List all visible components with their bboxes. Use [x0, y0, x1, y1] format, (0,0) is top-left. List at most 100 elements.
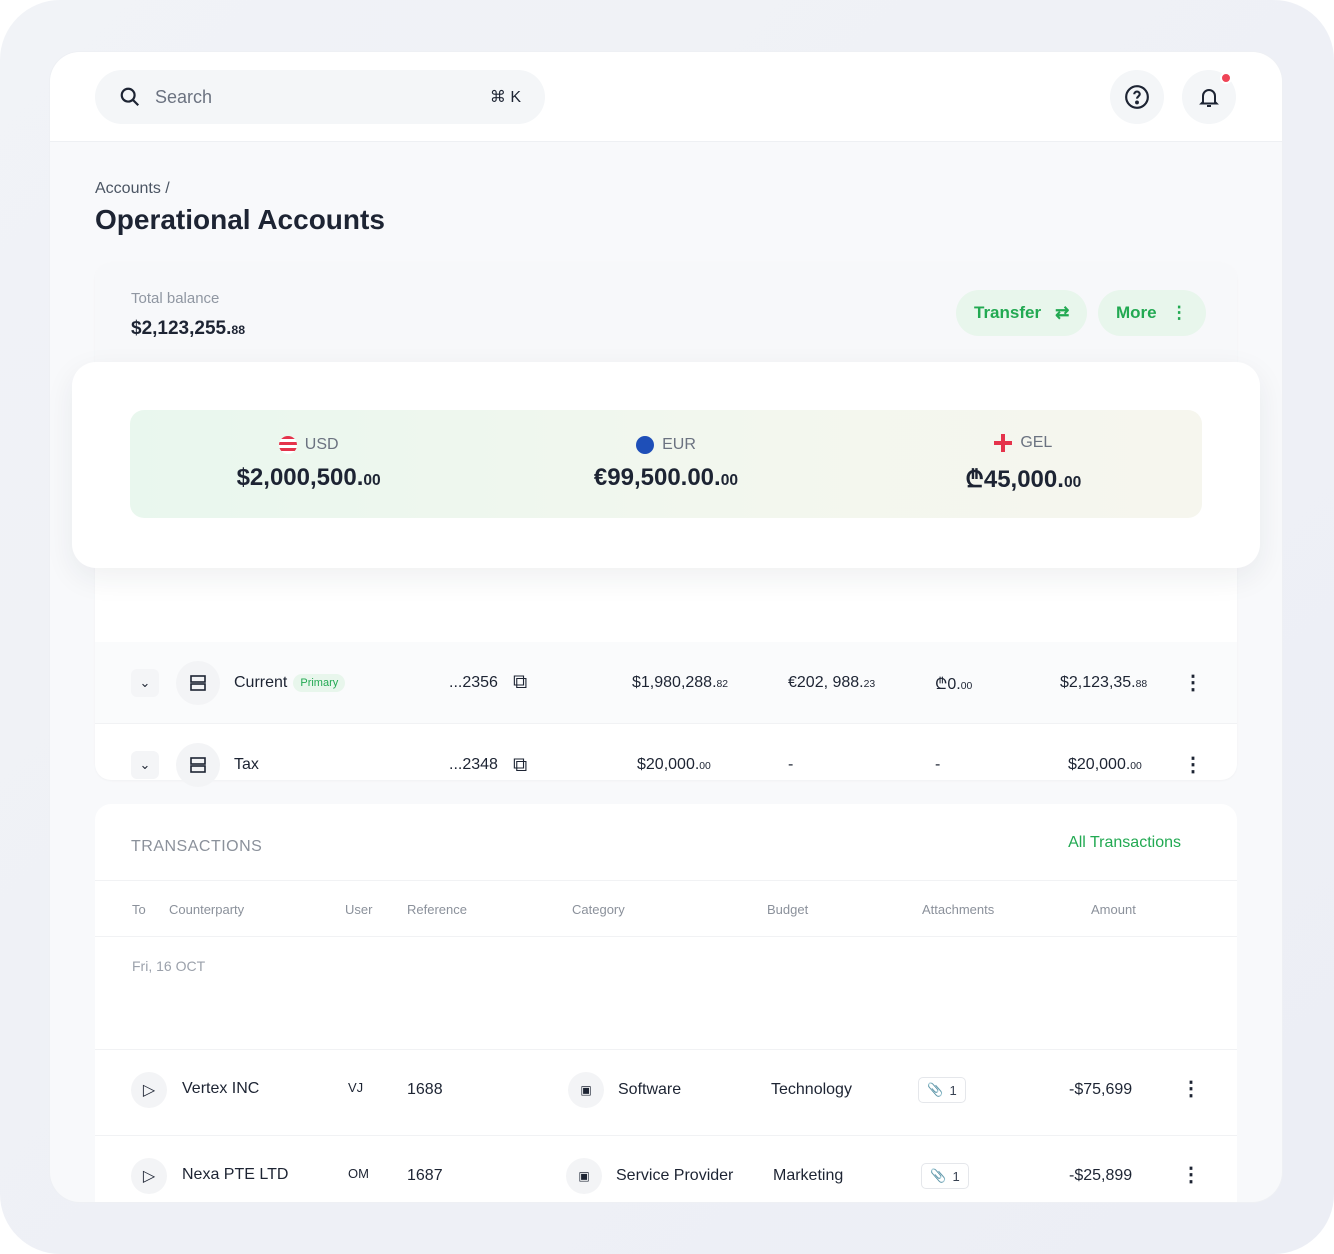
- category: Service Provider: [616, 1167, 734, 1184]
- usd-cents: 82: [716, 678, 729, 690]
- notifications-button[interactable]: [1182, 70, 1236, 124]
- total-balance: $2,123,35.88: [1060, 674, 1147, 692]
- account-row[interactable]: ⌄ Tax ...2348 ⧉ $20,000.00 - - $20,000.0…: [95, 724, 1237, 806]
- attachments-badge[interactable]: 📎 1: [921, 1163, 969, 1189]
- currency-cents: 00: [720, 472, 739, 489]
- search-shortcut: ⌘ K: [489, 89, 521, 106]
- all-transactions-link[interactable]: All Transactions: [1068, 834, 1181, 851]
- usd-balance: $20,000.00: [637, 756, 711, 774]
- balance-main: $2,123,255.: [131, 318, 232, 339]
- transfer-button[interactable]: Transfer ⇄: [956, 290, 1088, 336]
- bell-icon: [1199, 89, 1219, 107]
- total-balance: $20,000.00: [1068, 756, 1142, 774]
- chevron-down-icon[interactable]: ⌄: [131, 751, 159, 779]
- col-user: User: [345, 902, 373, 917]
- account-number: ...2356: [449, 673, 498, 691]
- help-button[interactable]: [1110, 70, 1164, 124]
- total-balance-value: $2,123,255.88: [131, 318, 245, 340]
- gel-balance: ₾0.00: [935, 672, 972, 694]
- total-cents: 00: [1130, 761, 1142, 772]
- balance-cents: 88: [231, 323, 246, 337]
- currency-gel: GEL ₾45,000.00: [845, 410, 1202, 518]
- usd-main: $20,000.: [637, 756, 700, 773]
- transactions-title: TRANSACTIONS: [131, 838, 263, 855]
- table-header: To Counterparty User Reference Category …: [95, 880, 1237, 937]
- category: Software: [618, 1081, 682, 1098]
- row-menu-icon[interactable]: ⋮: [1183, 671, 1203, 694]
- total-main: $20,000.: [1068, 756, 1131, 773]
- category-icon: ▣: [568, 1072, 604, 1108]
- transactions-card: TRANSACTIONS All Transactions To Counter…: [95, 804, 1237, 1202]
- more-button[interactable]: More ⋮: [1098, 290, 1206, 336]
- usd-cents: 00: [699, 761, 711, 772]
- total-cents: 88: [1135, 678, 1148, 690]
- reference: 1688: [407, 1081, 443, 1098]
- copy-icon[interactable]: ⧉: [513, 753, 528, 776]
- account-name: Tax: [234, 756, 259, 773]
- notification-dot: [1220, 72, 1232, 84]
- counterparty: Nexa PTE LTD: [182, 1166, 289, 1183]
- total-balance-label: Total balance: [131, 290, 220, 307]
- breadcrumb[interactable]: Accounts /: [95, 180, 170, 197]
- account-number: ...2348: [449, 756, 498, 773]
- row-menu-icon[interactable]: ⋮: [1183, 754, 1203, 776]
- chevron-down-icon[interactable]: ⌄: [131, 668, 159, 697]
- reference: 1687: [407, 1167, 443, 1184]
- row-menu-icon[interactable]: ⋮: [1181, 1164, 1201, 1186]
- attachments-badge[interactable]: 📎 1: [918, 1077, 966, 1103]
- currency-amount: ₾45,000.: [965, 465, 1064, 493]
- gel-cents: 00: [960, 680, 973, 692]
- eur-balance: -: [788, 756, 794, 773]
- attachment-count: 1: [949, 1082, 957, 1098]
- currency-eur: EUR €99,500.00.00: [487, 410, 844, 518]
- currency-summary-card: USD $2,000,500.00 EUR €99,500.00.00 GEL …: [72, 362, 1260, 568]
- account-name: Current Primary: [234, 673, 346, 692]
- search-bar[interactable]: ⌘ K: [95, 70, 545, 124]
- usd-balance: $1,980,288.82: [632, 674, 728, 692]
- currency-cents: 00: [1063, 473, 1082, 491]
- budget: Marketing: [773, 1167, 844, 1184]
- table-row[interactable]: ▷ Nexa PTE LTD OM 1687 ▣ Service Provide…: [95, 1135, 1237, 1202]
- table-row[interactable]: ▷ Vertex INC VJ 1688 ▣ Software Technolo…: [95, 1049, 1237, 1135]
- col-counterparty: Counterparty: [169, 902, 245, 917]
- page-title: Operational Accounts: [95, 204, 385, 235]
- copy-icon[interactable]: ⧉: [513, 671, 528, 693]
- user: OM: [348, 1166, 369, 1181]
- account-icon: [176, 660, 220, 705]
- transfer-arrows-icon: ⇄: [1055, 303, 1070, 322]
- accounts-card: Total balance $2,123,255.88 Transfer ⇄ Mo…: [95, 262, 1237, 787]
- more-label: More: [1116, 303, 1157, 322]
- more-vertical-icon: ⋮: [1170, 303, 1188, 322]
- counterparty: Vertex INC: [182, 1080, 260, 1097]
- eur-main: €202, 988.: [788, 673, 864, 691]
- col-amount: Amount: [1091, 902, 1136, 917]
- app-window: ⌘ K Accounts / Operational Accounts Tota…: [50, 52, 1282, 1202]
- col-attachments: Attachments: [922, 902, 995, 917]
- account-row[interactable]: ⌄ Current Primary ...2356 ⧉ $1,980,288.82…: [95, 642, 1237, 724]
- account-name-text: Current: [234, 673, 288, 691]
- paperclip-icon: 📎: [927, 1082, 944, 1097]
- user: VJ: [348, 1080, 364, 1095]
- currency-amount: $2,000,500.: [236, 464, 364, 491]
- category-icon: ▣: [566, 1158, 602, 1194]
- usd-main: $1,980,288.: [632, 673, 717, 691]
- transfer-label: Transfer: [974, 303, 1042, 322]
- currency-code: EUR: [662, 436, 696, 453]
- gel-main: ₾0.: [935, 675, 961, 693]
- currency-cents: 00: [363, 472, 381, 489]
- search-input[interactable]: [155, 86, 490, 108]
- currency-amount: €99,500.00.: [593, 464, 721, 491]
- send-icon: ▷: [131, 1072, 167, 1108]
- account-icon: [176, 743, 220, 787]
- col-reference: Reference: [407, 902, 467, 917]
- balance-header: Total balance $2,123,255.88 Transfer ⇄ Mo…: [95, 262, 1237, 372]
- us-flag-icon: [278, 436, 297, 454]
- currency-usd: USD $2,000,500.00: [130, 410, 487, 518]
- row-menu-icon[interactable]: ⋮: [1181, 1078, 1201, 1100]
- search-icon: [120, 87, 140, 107]
- budget: Technology: [771, 1081, 852, 1098]
- currency-code: USD: [304, 436, 339, 453]
- col-budget: Budget: [767, 902, 809, 917]
- gel-balance: -: [935, 756, 941, 773]
- georgia-flag-icon: [994, 433, 1013, 452]
